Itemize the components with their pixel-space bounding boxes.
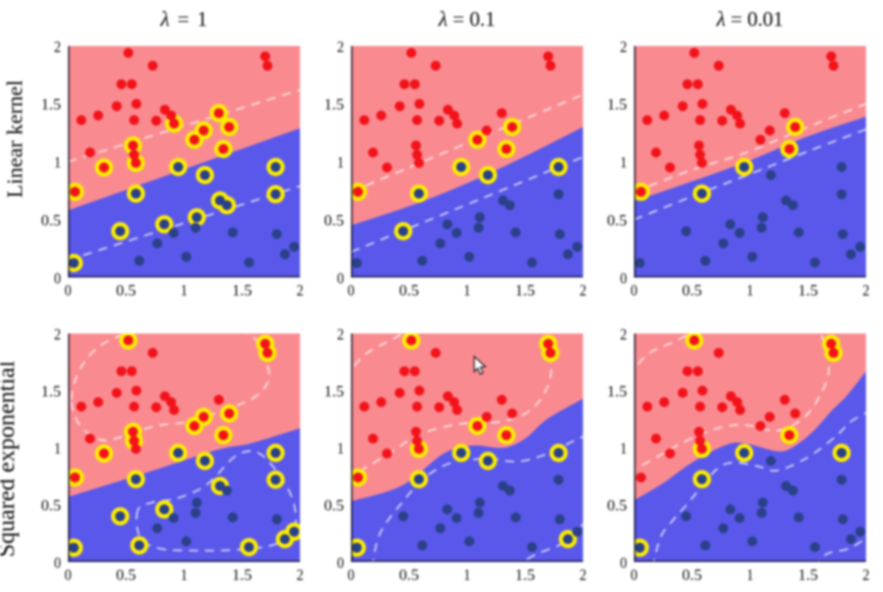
svg-text:0.5: 0.5 xyxy=(607,212,627,229)
svg-text:0: 0 xyxy=(337,270,344,287)
svg-text:1.5: 1.5 xyxy=(515,567,535,584)
svg-text:1: 1 xyxy=(181,567,188,584)
svg-text:0.5: 0.5 xyxy=(41,498,61,515)
svg-text:2: 2 xyxy=(297,283,304,300)
svg-text:0: 0 xyxy=(54,270,61,287)
svg-text:0: 0 xyxy=(54,555,61,572)
svg-text:1.5: 1.5 xyxy=(798,567,818,584)
svg-text:0.5: 0.5 xyxy=(399,283,419,300)
svg-text:2: 2 xyxy=(297,567,304,584)
svg-text:λ = 0.1: λ = 0.1 xyxy=(438,7,496,31)
svg-text:1: 1 xyxy=(337,155,344,172)
svg-text:2: 2 xyxy=(337,326,344,343)
svg-text:0.5: 0.5 xyxy=(324,498,344,515)
svg-text:2: 2 xyxy=(580,283,587,300)
svg-text:0: 0 xyxy=(65,567,72,584)
svg-text:2: 2 xyxy=(580,567,587,584)
svg-text:0.5: 0.5 xyxy=(607,498,627,515)
svg-text:0.5: 0.5 xyxy=(399,567,419,584)
svg-text:1.5: 1.5 xyxy=(798,283,818,300)
svg-text:1: 1 xyxy=(54,441,61,458)
svg-text:1.5: 1.5 xyxy=(324,97,344,114)
svg-text:2: 2 xyxy=(863,567,870,584)
svg-text:1.5: 1.5 xyxy=(324,383,344,400)
svg-text:2: 2 xyxy=(620,326,627,343)
svg-text:0: 0 xyxy=(337,555,344,572)
svg-text:0: 0 xyxy=(348,567,355,584)
svg-text:2: 2 xyxy=(620,39,627,56)
svg-text:0.5: 0.5 xyxy=(41,212,61,229)
svg-text:1: 1 xyxy=(464,567,471,584)
svg-text:0: 0 xyxy=(631,283,638,300)
svg-text:Squared exponential: Squared exponential xyxy=(0,360,20,557)
svg-text:1: 1 xyxy=(337,441,344,458)
svg-text:1: 1 xyxy=(464,283,471,300)
svg-text:2: 2 xyxy=(337,39,344,56)
svg-text:1: 1 xyxy=(181,283,188,300)
svg-text:1.5: 1.5 xyxy=(607,383,627,400)
svg-text:2: 2 xyxy=(863,283,870,300)
svg-text:1: 1 xyxy=(620,441,627,458)
svg-text:1.5: 1.5 xyxy=(41,383,61,400)
svg-text:1.5: 1.5 xyxy=(232,567,252,584)
svg-text:1.5: 1.5 xyxy=(232,283,252,300)
svg-text:1.5: 1.5 xyxy=(41,97,61,114)
svg-text:1: 1 xyxy=(747,567,754,584)
svg-text:0.5: 0.5 xyxy=(682,283,702,300)
svg-text:0.5: 0.5 xyxy=(682,567,702,584)
svg-text:0.5: 0.5 xyxy=(324,212,344,229)
svg-text:1.5: 1.5 xyxy=(515,283,535,300)
svg-text:0: 0 xyxy=(65,283,72,300)
svg-text:0.5: 0.5 xyxy=(116,567,136,584)
svg-text:Linear kernel: Linear kernel xyxy=(2,80,27,198)
svg-text:1: 1 xyxy=(54,155,61,172)
svg-text:0: 0 xyxy=(620,555,627,572)
svg-text:0: 0 xyxy=(348,283,355,300)
svg-text:0: 0 xyxy=(620,270,627,287)
svg-text:1: 1 xyxy=(620,155,627,172)
svg-text:λ = 0.01: λ = 0.01 xyxy=(716,7,784,31)
svg-text:1: 1 xyxy=(747,283,754,300)
svg-text:0: 0 xyxy=(631,567,638,584)
svg-text:2: 2 xyxy=(54,326,61,343)
svg-text:0.5: 0.5 xyxy=(116,283,136,300)
svg-text:λ = 1: λ = 1 xyxy=(160,7,208,31)
svg-text:1.5: 1.5 xyxy=(607,97,627,114)
svg-text:2: 2 xyxy=(54,39,61,56)
